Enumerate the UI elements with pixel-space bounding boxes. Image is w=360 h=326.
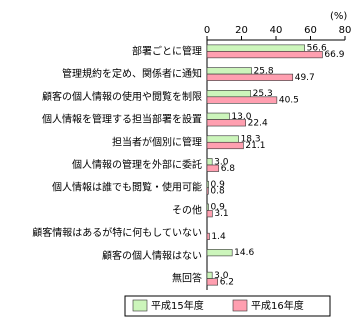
bar (206, 90, 251, 98)
value-label: 25.8 (254, 66, 274, 76)
bar (206, 180, 209, 189)
category-label: 個人情報を管理する担当部署を設置 (42, 113, 202, 126)
bar (206, 158, 213, 166)
legend-swatch (132, 299, 148, 312)
value-label: 0.8 (210, 186, 225, 196)
bar (206, 44, 305, 52)
category-label: 無回答 (172, 272, 202, 285)
bar (206, 232, 210, 240)
x-tick-label: 40 (270, 25, 283, 36)
value-label: 13.0 (231, 112, 251, 122)
category-label: 顧客の個人情報の使用や閲覧を制限 (42, 90, 202, 103)
value-label: 56.6 (307, 44, 327, 54)
category-label: 担当者が個別に管理 (112, 135, 202, 148)
value-label: 22.4 (248, 118, 268, 128)
category-label: その他 (172, 203, 202, 216)
x-tick-label: 60 (304, 25, 317, 36)
bar (206, 203, 209, 211)
category-label: 部署ごとに管理 (132, 44, 202, 57)
bar (206, 119, 246, 127)
legend-swatch (232, 299, 248, 312)
bar (206, 73, 294, 81)
value-label: 18.3 (241, 135, 261, 145)
value-label: 40.5 (279, 96, 299, 106)
category-label: 管理規約を定め、関係者に通知 (62, 67, 202, 80)
legend-label: 平成15年度 (151, 299, 204, 312)
value-label: 3.0 (214, 271, 229, 281)
value-label: 3.0 (214, 157, 229, 167)
bar (206, 96, 278, 104)
value-label: 1.4 (211, 232, 226, 242)
category-label: 顧客の個人情報はない (102, 249, 202, 262)
bar (206, 278, 218, 286)
category-label: 顧客情報はあるが特に何もしていない (32, 226, 202, 239)
legend-label: 平成16年度 (251, 299, 304, 312)
value-label: 3.1 (214, 209, 228, 219)
x-tick-label: 20 (235, 25, 248, 36)
bar (206, 187, 209, 195)
value-label: 21.1 (245, 141, 265, 151)
value-label: 66.9 (324, 50, 344, 60)
bar (206, 112, 230, 120)
bar (206, 51, 323, 59)
value-label: 6.8 (221, 164, 236, 174)
bar (206, 67, 252, 75)
value-label: 0.9 (211, 203, 226, 213)
bar (206, 210, 213, 218)
category-label: 個人情報は誰でも閲覧・使用可能 (52, 181, 202, 194)
value-label: 0.9 (211, 180, 226, 190)
value-label: 25.3 (253, 89, 273, 99)
bar (206, 135, 239, 143)
category-label: 個人情報の管理を外部に委託 (72, 158, 202, 171)
value-label: 49.7 (295, 73, 315, 83)
x-tick-label: 80 (339, 25, 352, 36)
unit-label: (%) (330, 11, 347, 22)
legend-frame (124, 295, 331, 317)
value-label: 14.6 (234, 248, 254, 258)
bar (206, 249, 233, 257)
x-tick-label: 0 (204, 25, 210, 36)
value-label: 6.2 (220, 277, 234, 287)
bar (206, 141, 244, 150)
bar (206, 164, 220, 172)
bar (206, 271, 213, 279)
